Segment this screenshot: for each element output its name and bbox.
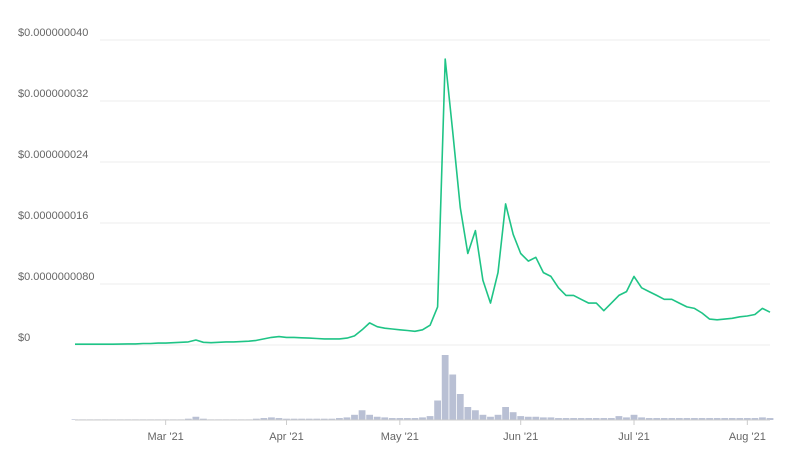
volume-bar [555, 418, 562, 420]
y-tick-label: $0.000000040 [18, 27, 88, 39]
volume-bar [313, 418, 321, 420]
volume-bar [713, 418, 721, 420]
volume-bar [562, 418, 570, 420]
y-tick-label: $0.000000016 [18, 210, 88, 222]
volume-bar [706, 418, 713, 420]
volume-bar [366, 414, 374, 420]
volume-bar [494, 414, 502, 420]
y-tick-label: $0.000000032 [18, 88, 88, 100]
volume-bar [343, 417, 351, 420]
x-tick-label: Jun '21 [503, 431, 538, 443]
volume-bar [623, 417, 630, 420]
volume-bar [283, 418, 290, 420]
volume-bar [411, 418, 419, 420]
volume-bar [479, 414, 487, 420]
volume-bar [441, 355, 449, 420]
volume-bar [351, 414, 358, 420]
x-tick-label: Jul '21 [618, 431, 649, 443]
volume-bar [290, 418, 298, 420]
volume-bar [298, 418, 306, 420]
volume-bar [449, 374, 457, 420]
volume-bar [743, 418, 751, 420]
volume-bar [577, 418, 585, 420]
volume-bar [728, 418, 736, 420]
volume-bar [570, 418, 577, 420]
volume-bar [691, 418, 698, 420]
volume-bar [358, 410, 366, 420]
volume-bar [547, 417, 555, 420]
volume-bar [736, 418, 744, 420]
volume-bar [268, 417, 275, 420]
volume-bar [660, 418, 668, 420]
volume-bar [517, 416, 525, 420]
volume-bar [336, 418, 343, 420]
x-tick-label: May '21 [381, 431, 419, 443]
volume-bar [539, 417, 547, 420]
volume-bar [766, 418, 774, 420]
y-tick-label: $0.0000000080 [18, 271, 94, 283]
volume-bar [502, 407, 509, 420]
volume-bar [759, 417, 766, 420]
volume-bar [403, 418, 411, 420]
volume-bar [600, 418, 608, 420]
volume-bar [675, 418, 683, 420]
volume-bar [721, 418, 729, 420]
volume-bar [388, 418, 396, 420]
volume-bar [630, 414, 638, 420]
volume-bar [320, 418, 328, 420]
y-tick-label: $0.000000024 [18, 149, 88, 161]
y-tick-label: $0 [18, 332, 30, 344]
volume-bar [456, 394, 464, 420]
volume-bar [252, 418, 260, 420]
volume-bar [653, 418, 661, 420]
x-tick-label: Aug '21 [729, 431, 766, 443]
volume-bar [668, 418, 676, 420]
volume-bar [607, 418, 615, 420]
volume-bar [381, 417, 389, 420]
volume-bar [192, 416, 200, 420]
volume-bar [471, 410, 479, 420]
volume-bar [184, 418, 192, 420]
volume-bar [638, 417, 645, 420]
x-tick-label: Apr '21 [269, 431, 304, 443]
volume-bar [509, 412, 517, 420]
volume-bar [751, 418, 759, 420]
volume-bar [396, 418, 404, 420]
volume-bar [434, 400, 442, 420]
volume-bar [698, 418, 706, 420]
volume-bar [532, 416, 540, 420]
volume-bar [426, 416, 434, 420]
volume-bar [328, 418, 336, 420]
price-line [75, 58, 771, 345]
volume-bar [487, 416, 494, 420]
volume-bar [683, 418, 691, 420]
volume-bar [275, 418, 283, 420]
volume-bar [200, 418, 207, 420]
x-tick-label: Mar '21 [147, 431, 183, 443]
volume-bar [645, 418, 653, 420]
volume-bar [615, 416, 623, 420]
volume-bar [524, 416, 532, 420]
volume-bar [419, 417, 426, 420]
volume-bar [260, 418, 268, 420]
volume-bar [585, 418, 593, 420]
volume-bar [373, 416, 381, 420]
volume-bar [592, 418, 600, 420]
volume-bar [305, 418, 313, 420]
volume-bar [464, 407, 472, 420]
